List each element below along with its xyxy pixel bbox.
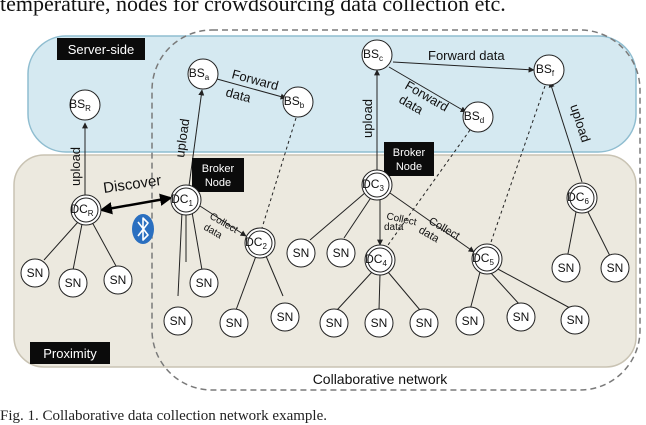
svg-text:SN: SN [333, 246, 350, 260]
node-sn [58, 268, 88, 298]
node-sn [319, 308, 349, 338]
svg-text:BSf: BSf [536, 62, 555, 78]
svg-text:SN: SN [226, 316, 243, 330]
node-bs-c [361, 39, 393, 71]
svg-text:SN: SN [607, 261, 624, 275]
svg-text:BSa: BSa [189, 66, 210, 82]
bs-node-labels: BSR BSa BSb BSc BSd BSf [69, 47, 555, 125]
label-upload-3: upload [360, 99, 375, 138]
edge-dc6-bsf [548, 81, 583, 183]
edge-dc1-dc2 [199, 205, 247, 237]
label-upload-1: upload [172, 118, 192, 159]
node-bs-d [462, 101, 494, 133]
proximity-label-box [30, 342, 110, 364]
proximity-label: Proximity [43, 346, 97, 361]
node-sn [409, 308, 439, 338]
svg-text:Broker: Broker [393, 147, 426, 159]
svg-text:BSb: BSb [284, 94, 305, 110]
broker-node-3: Broker Node [384, 142, 434, 176]
bluetooth-icon [132, 214, 154, 244]
svg-text:DC2: DC2 [245, 235, 267, 251]
label-forward-data-f: Forward data [428, 48, 505, 63]
label-data-a: data [224, 84, 253, 105]
edges [43, 61, 613, 311]
svg-text:SN: SN [567, 313, 584, 327]
node-bs-b [282, 86, 314, 118]
svg-text:DC3: DC3 [362, 177, 384, 193]
svg-text:DC6: DC6 [567, 190, 589, 206]
discover-arrow [99, 193, 173, 215]
svg-text:BSd: BSd [464, 109, 484, 125]
bs-nodes [69, 39, 565, 133]
svg-text:SN: SN [277, 310, 294, 324]
node-sn [163, 306, 193, 336]
node-sn [364, 308, 394, 338]
node-sn [189, 268, 219, 298]
node-sn [560, 305, 590, 335]
svg-text:SN: SN [558, 261, 575, 275]
svg-text:DC4: DC4 [365, 252, 387, 268]
node-sn [326, 238, 356, 268]
svg-text:SN: SN [170, 314, 187, 328]
label-data-4: data [384, 222, 404, 233]
node-sn [455, 306, 485, 336]
edge-dc3-dc5 [389, 192, 475, 253]
collaborative-network-label: Collaborative network [313, 371, 449, 387]
label-upload-r: upload [68, 147, 83, 186]
node-sn [506, 302, 536, 332]
svg-text:SN: SN [27, 266, 44, 280]
node-bs-r [69, 89, 101, 121]
svg-text:DCR: DCR [70, 202, 93, 218]
node-sn [219, 308, 249, 338]
server-side-label: Server-side [68, 42, 134, 57]
node-bs-a [187, 58, 219, 90]
edge-bsa-bsb [216, 78, 287, 100]
svg-text:SN: SN [416, 316, 433, 330]
node-sn [270, 302, 300, 332]
header-text: temperature, nodes for crowdsourcing dat… [0, 0, 506, 16]
figure-caption: Fig. 1. Collaborative data collection ne… [0, 408, 327, 424]
node-sn [600, 253, 630, 283]
svg-text:Broker: Broker [202, 163, 235, 175]
edge-bsb-dc2 [261, 117, 297, 229]
svg-text:SN: SN [326, 316, 343, 330]
svg-text:SN: SN [371, 316, 388, 330]
dc-node-labels: DCR DC1 DC2 DC3 DC4 DC5 DC6 [70, 177, 589, 268]
sn-nodes [20, 238, 630, 338]
svg-text:BSR: BSR [69, 97, 91, 113]
node-sn [20, 258, 50, 288]
svg-text:BSc: BSc [363, 47, 383, 63]
collaborative-network-region [151, 29, 641, 391]
svg-text:Node: Node [205, 177, 231, 189]
svg-text:SN: SN [462, 314, 479, 328]
sn-node-labels: SN SN SN SN SN SN SN SN SN SN SN SN SN S… [27, 246, 624, 330]
edge-dc1-bsa [188, 89, 205, 187]
node-bs-f [533, 54, 565, 86]
svg-text:DC1: DC1 [171, 192, 193, 208]
dc-nodes [70, 169, 598, 276]
node-sn [551, 253, 581, 283]
svg-text:SN: SN [293, 246, 310, 260]
svg-text:SN: SN [196, 276, 213, 290]
broker-node-1: Broker Node [192, 158, 244, 192]
svg-text:SN: SN [110, 273, 127, 287]
edge-bsf-dc5 [489, 85, 546, 246]
svg-text:Node: Node [396, 161, 422, 173]
node-sn [103, 265, 133, 295]
edge-bsc-bsd [388, 66, 467, 113]
server-side-label-box [57, 38, 145, 60]
svg-text:SN: SN [65, 276, 82, 290]
node-sn [286, 238, 316, 268]
svg-text:SN: SN [513, 310, 530, 324]
svg-text:DC5: DC5 [472, 251, 494, 267]
edge-bsc-bsf [392, 61, 535, 73]
